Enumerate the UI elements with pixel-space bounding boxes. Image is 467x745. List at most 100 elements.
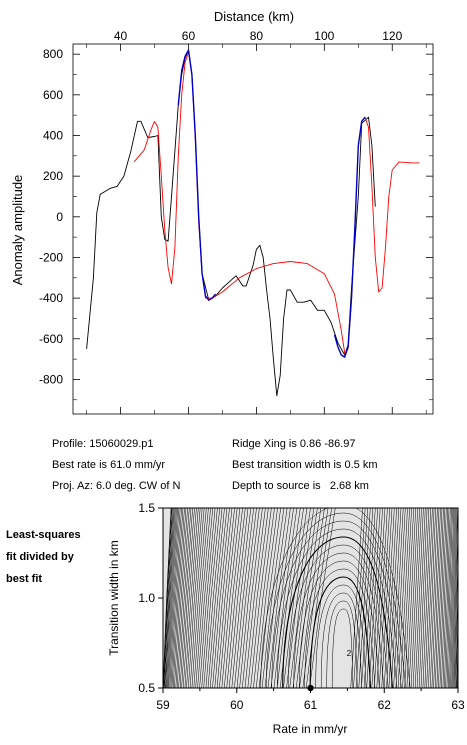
contour-line bbox=[381, 508, 393, 688]
fit2-series-line bbox=[333, 116, 366, 358]
x-tick-label: 80 bbox=[250, 29, 264, 43]
contour-line bbox=[376, 508, 388, 688]
contour-line bbox=[242, 508, 263, 688]
contour-line bbox=[239, 508, 260, 688]
contour-line bbox=[404, 508, 414, 688]
contour-line bbox=[361, 508, 374, 688]
misfit-contour-chart: 59 60 61 62 63 0.5 1.0 1.5 2 Rate in mm/yr Tran… bbox=[107, 501, 465, 736]
contour-line bbox=[309, 576, 372, 688]
contour-line bbox=[166, 508, 177, 688]
contour-label: 2 bbox=[347, 649, 352, 658]
observed-series-line bbox=[86, 49, 376, 397]
contour-line bbox=[176, 508, 190, 688]
contour-line bbox=[175, 508, 188, 688]
contour-line bbox=[414, 508, 424, 688]
contour-line bbox=[331, 608, 354, 688]
contour-line bbox=[395, 508, 406, 688]
contour-line bbox=[350, 508, 363, 688]
contour-line bbox=[228, 508, 249, 688]
contour-line bbox=[283, 508, 308, 688]
contour-line bbox=[163, 508, 173, 688]
contour-line bbox=[304, 568, 376, 688]
contour-line bbox=[286, 508, 311, 688]
contour-line bbox=[255, 508, 278, 688]
contour-line bbox=[209, 508, 228, 688]
contour-line bbox=[219, 508, 238, 688]
contour-line bbox=[212, 508, 230, 688]
contour-line bbox=[402, 508, 412, 688]
anomaly-y-axis-label: Anomaly amplitude bbox=[10, 175, 25, 286]
anomaly-series bbox=[86, 49, 420, 397]
projection-azimuth-text: Proj. Az: 6.0 deg. CW of N bbox=[52, 480, 181, 492]
contour-line bbox=[226, 508, 246, 688]
contour-line bbox=[455, 601, 458, 688]
contour-line bbox=[207, 508, 225, 688]
y-tick-label: 800 bbox=[43, 47, 63, 61]
contour-line bbox=[165, 508, 176, 688]
contour-line bbox=[436, 508, 444, 688]
contour-line bbox=[412, 508, 422, 688]
x-tick-label: 59 bbox=[156, 698, 170, 712]
y-tick-label: -400 bbox=[39, 291, 63, 305]
least-squares-note-line: fit divided by bbox=[6, 551, 74, 563]
contour-line bbox=[199, 508, 216, 688]
contour-line bbox=[416, 508, 426, 688]
contour-y-axis-label: Transition width in km bbox=[107, 540, 121, 656]
contour-line bbox=[386, 508, 397, 688]
y-tick-label: 1.0 bbox=[138, 591, 155, 605]
contour-line bbox=[234, 508, 254, 688]
contour-line bbox=[433, 508, 441, 688]
contour-line bbox=[169, 508, 181, 688]
contour-line bbox=[445, 508, 452, 688]
contour-line bbox=[447, 508, 455, 688]
contour-line bbox=[451, 508, 458, 688]
contour-lines bbox=[163, 508, 458, 688]
contour-line bbox=[374, 508, 386, 688]
contour-line bbox=[267, 508, 291, 688]
contour-line bbox=[189, 508, 205, 688]
contour-line bbox=[276, 528, 398, 688]
contour-line bbox=[454, 547, 458, 688]
contour-line bbox=[293, 552, 384, 688]
contour-line bbox=[179, 508, 193, 688]
contour-line bbox=[391, 508, 402, 688]
contour-line bbox=[393, 508, 404, 688]
contour-line bbox=[431, 508, 440, 688]
contour-line bbox=[170, 508, 182, 688]
contour-line bbox=[264, 508, 288, 688]
least-squares-note-line: Least-squares bbox=[6, 529, 81, 541]
model-series-line bbox=[133, 51, 420, 354]
fit-series-line bbox=[177, 49, 217, 301]
contour-line bbox=[203, 508, 220, 688]
contour-line bbox=[441, 508, 448, 688]
contour-line bbox=[214, 508, 233, 688]
y-tick-label: 600 bbox=[43, 88, 63, 102]
ridge-crossing-text: Ridge Xing is 0.86 -86.97 bbox=[232, 438, 356, 450]
contour-line bbox=[292, 508, 318, 688]
contour-line bbox=[191, 508, 207, 688]
contour-line bbox=[174, 508, 187, 688]
contour-line bbox=[366, 508, 378, 688]
contour-line bbox=[184, 508, 199, 688]
contour-line bbox=[444, 508, 451, 688]
contour-line bbox=[428, 508, 436, 688]
contour-line bbox=[400, 508, 410, 688]
contour-line bbox=[422, 508, 431, 688]
profile-text: Profile: 15060029.p1 bbox=[52, 438, 154, 450]
contour-line bbox=[168, 508, 180, 688]
contour-line bbox=[457, 676, 458, 688]
best-fit-marker bbox=[307, 684, 314, 692]
contour-line bbox=[358, 508, 371, 688]
contour-line bbox=[446, 508, 453, 688]
anomaly-axis-ticks: 40 60 80 100 120 800 600 400 200 0 -200 -400 -600 -80… bbox=[39, 29, 433, 414]
source-depth-text: Depth to source is 2.68 km bbox=[232, 480, 369, 492]
contour-line bbox=[406, 508, 416, 688]
contour-line bbox=[201, 508, 218, 688]
y-tick-label: 400 bbox=[43, 128, 63, 142]
contour-line bbox=[410, 508, 420, 688]
contour-line bbox=[397, 508, 408, 688]
contour-line bbox=[439, 508, 447, 688]
contour-line bbox=[250, 508, 272, 688]
y-tick-label: -600 bbox=[39, 332, 63, 346]
best-rate-text: Best rate is 61.0 mm/yr bbox=[52, 459, 166, 471]
